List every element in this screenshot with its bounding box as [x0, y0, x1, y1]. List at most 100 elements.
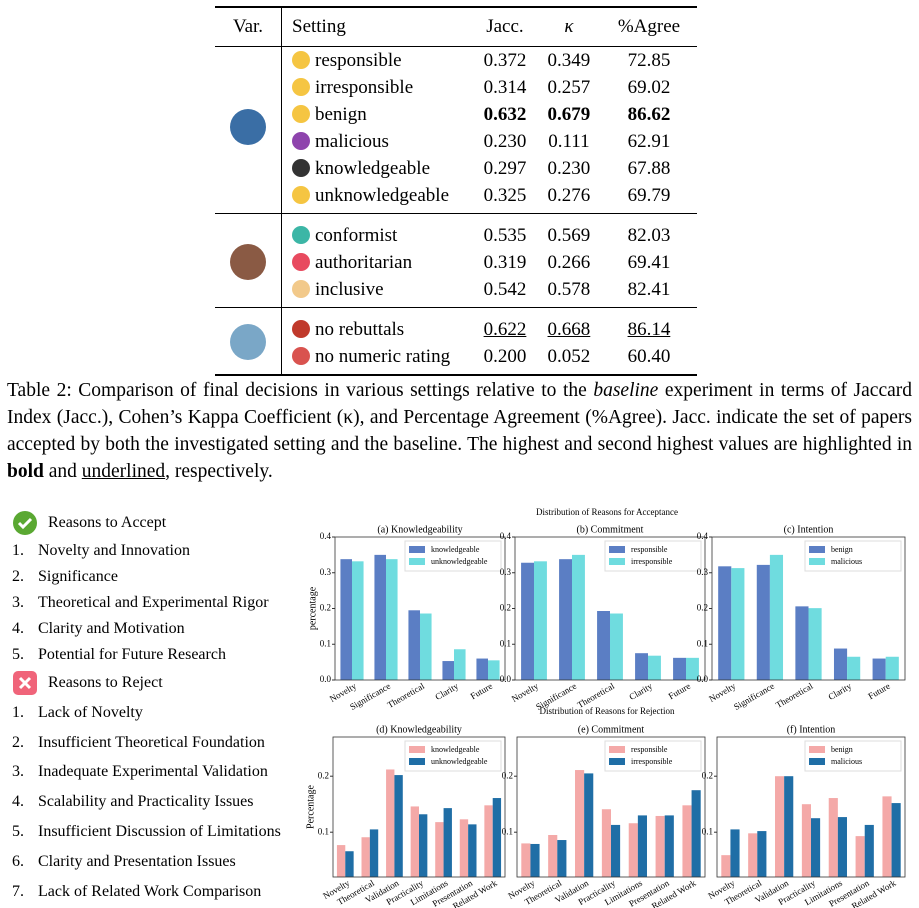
- value-cell: 62.91: [627, 130, 671, 152]
- bar: [584, 773, 594, 877]
- value-cell: 0.535: [473, 213, 537, 249]
- legend-swatch: [609, 758, 625, 765]
- value-cell: 86.14: [600, 307, 697, 343]
- setting-cell: responsible: [282, 47, 474, 75]
- chart-title: (a) Knowledgeability: [377, 524, 462, 535]
- bar: [885, 656, 899, 680]
- reject-title: Reasons to Reject: [48, 674, 163, 691]
- bar: [345, 851, 354, 877]
- legend-label: responsible: [631, 745, 668, 754]
- value-cell: 0.679: [547, 103, 591, 125]
- y-tick-label: 0.1: [320, 638, 331, 648]
- list-item: 5. Insufficient Discussion of Limitations: [12, 817, 312, 847]
- setting-icon: [292, 104, 310, 123]
- caption-text: and: [43, 461, 82, 482]
- item-text: Clarity and Presentation Issues: [38, 852, 236, 870]
- header-row: Var. Setting Jacc. κ %Agree: [215, 7, 697, 47]
- legend-label: benign: [831, 545, 853, 554]
- y-tick-label: 0.0: [320, 674, 332, 684]
- setting-icon: [292, 77, 310, 96]
- setting-name: no numeric rating: [315, 345, 451, 367]
- table-row: authoritarian 0.319 0.266 69.41: [215, 249, 697, 276]
- legend-label: malicious: [831, 557, 862, 566]
- bar: [521, 843, 531, 877]
- plot-frame: [332, 736, 506, 878]
- table-row: knowledgeable 0.297 0.230 67.88: [215, 155, 697, 182]
- value-cell: 0.052: [547, 345, 591, 367]
- y-tick-label: 0.4: [500, 531, 512, 541]
- caption-text: experiment in terms of Jaccard Index (Ja…: [7, 380, 912, 455]
- legend-swatch: [609, 746, 625, 753]
- bar: [468, 824, 477, 877]
- bar: [492, 798, 502, 877]
- bar: [784, 776, 794, 877]
- legend-swatch: [809, 546, 825, 553]
- group-icon: [230, 324, 266, 360]
- y-tick-label: 0.0: [697, 674, 709, 684]
- bar: [548, 835, 558, 877]
- bar: [369, 829, 379, 877]
- y-tick-label: 0.1: [697, 638, 708, 648]
- bar: [484, 805, 493, 877]
- bar: [476, 658, 488, 680]
- setting-cell: malicious: [282, 128, 474, 155]
- bar: [718, 566, 732, 680]
- bar: [419, 814, 428, 877]
- setting-cell: authoritarian: [282, 249, 474, 276]
- bar: [410, 806, 419, 877]
- bar: [801, 804, 811, 877]
- bar: [795, 606, 809, 680]
- legend-swatch: [409, 546, 425, 553]
- value-cell: 0.297: [483, 157, 527, 179]
- list-item: 4. Clarity and Motivation: [12, 616, 312, 642]
- value-cell: 0.325: [483, 184, 527, 206]
- bar: [731, 568, 745, 680]
- figure-title: Distribution of Reasons for Acceptance: [536, 507, 678, 517]
- x-tick-label: Future: [866, 681, 891, 701]
- bar: [648, 655, 661, 680]
- bar-charts: Distribution of Reasons for Acceptance D…: [305, 507, 906, 908]
- bar: [611, 824, 621, 877]
- legend-swatch: [809, 758, 825, 765]
- value-cell: 0.314: [483, 76, 527, 98]
- x-tick-label: Theoretical: [386, 681, 427, 710]
- item-number: 3.: [12, 594, 24, 611]
- caption-text: , respectively.: [165, 461, 273, 482]
- value-cell: 82.41: [627, 278, 671, 300]
- setting-name: benign: [315, 103, 367, 125]
- bar: [864, 824, 874, 877]
- bar: [336, 845, 346, 877]
- value-cell: 60.40: [627, 345, 671, 367]
- bar: [442, 661, 454, 680]
- item-number: 3.: [12, 763, 24, 781]
- legend-swatch: [809, 558, 825, 565]
- setting-icon: [292, 279, 310, 298]
- legend-label: malicious: [831, 757, 862, 766]
- setting-name: knowledgeable: [315, 157, 431, 179]
- item-number: 2.: [12, 733, 24, 751]
- list-item: 1. Lack of Novelty: [12, 698, 312, 728]
- setting-name: unknowledgeable: [315, 184, 450, 206]
- list-item: 2. Insufficient Theoretical Foundation: [12, 728, 312, 758]
- column-header: Jacc.: [473, 7, 537, 47]
- y-axis-label: Percentage: [305, 785, 316, 829]
- y-tick-label: 0.0: [500, 674, 512, 684]
- y-tick-label: 0.2: [318, 770, 329, 780]
- bar: [682, 805, 692, 877]
- item-text: Insufficient Discussion of Limitations: [38, 823, 281, 841]
- list-item: 2. Significance: [12, 564, 312, 590]
- setting-name: authoritarian: [315, 251, 413, 273]
- bar: [435, 822, 444, 877]
- y-tick-label: 0.2: [500, 603, 511, 613]
- bar: [352, 561, 364, 680]
- y-tick-label: 0.1: [500, 638, 511, 648]
- legend-swatch: [809, 746, 825, 753]
- table-row: responsible 0.372 0.349 72.85: [215, 46, 697, 214]
- setting-cell: benign: [282, 101, 474, 128]
- column-header: κ: [536, 7, 601, 47]
- item-text: Theoretical and Experimental Rigor: [38, 594, 269, 611]
- value-cell: 0.230: [483, 130, 527, 152]
- bar: [521, 562, 534, 680]
- bar: [361, 837, 370, 877]
- item-number: 6.: [12, 852, 24, 870]
